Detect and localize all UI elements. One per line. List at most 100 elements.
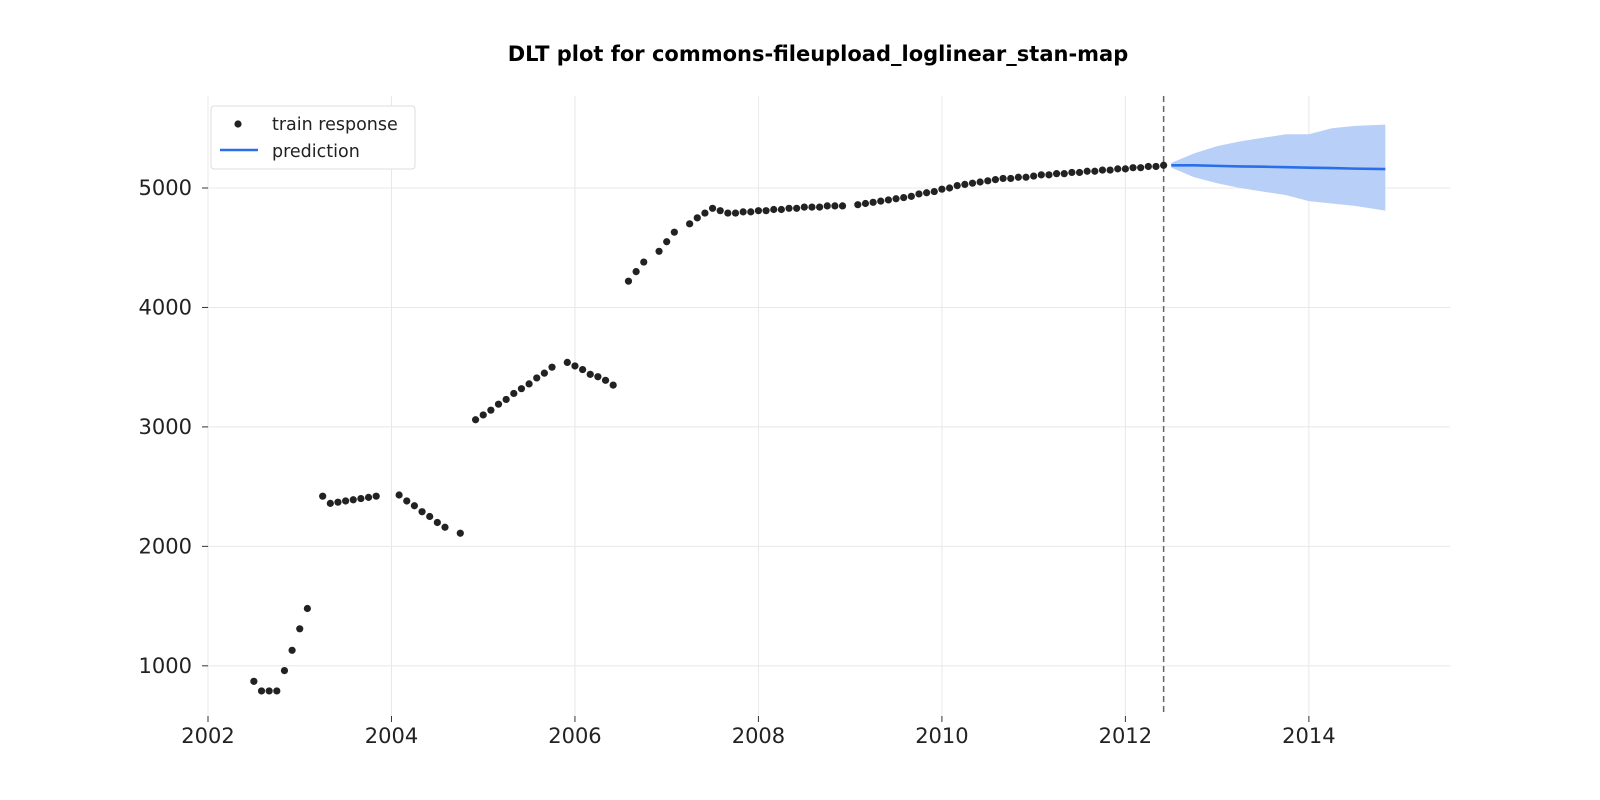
train-point xyxy=(1037,171,1045,179)
train-point xyxy=(1152,162,1160,171)
train-point xyxy=(984,177,992,185)
train-point xyxy=(892,195,900,203)
train-point xyxy=(731,209,740,217)
train-point xyxy=(586,370,594,378)
train-point xyxy=(1129,164,1137,172)
y-tick-label: 4000 xyxy=(139,295,192,319)
train-point xyxy=(907,192,915,200)
train-point xyxy=(838,202,847,210)
train-point xyxy=(815,203,824,211)
train-point xyxy=(930,187,938,196)
train-point xyxy=(800,203,808,211)
legend-prediction-label: prediction xyxy=(272,142,360,162)
prediction-line xyxy=(1171,163,1386,171)
train-point xyxy=(426,512,434,521)
train-point xyxy=(701,209,709,217)
y-tick-label: 3000 xyxy=(139,415,192,439)
train-point xyxy=(747,208,755,216)
train-point xyxy=(601,376,610,384)
train-point xyxy=(579,365,587,374)
train-point xyxy=(777,205,785,214)
legend: train response prediction xyxy=(210,105,416,170)
axes: 2002 2004 2006 2008 2010 2012 2014 1000 2000 3000… xyxy=(139,176,1336,748)
train-point xyxy=(1121,165,1129,173)
x-tick-label: 2006 xyxy=(548,724,601,748)
train-point xyxy=(342,497,350,505)
train-point xyxy=(785,204,793,212)
train-point xyxy=(471,416,480,424)
train-point xyxy=(808,203,816,211)
train-point xyxy=(410,502,419,510)
train-point xyxy=(900,193,908,202)
train-point xyxy=(357,494,365,503)
train-point xyxy=(831,202,839,210)
train-point xyxy=(770,205,778,214)
train-point xyxy=(693,214,701,222)
train-point xyxy=(319,492,327,500)
train-point xyxy=(372,492,380,500)
train-point xyxy=(1114,165,1122,173)
train-point xyxy=(364,493,373,501)
train-point xyxy=(923,189,931,197)
train-point xyxy=(938,185,946,193)
train-point xyxy=(303,604,311,613)
train-point xyxy=(349,496,357,504)
train-point xyxy=(334,498,342,506)
y-tick-label: 1000 xyxy=(139,654,192,678)
train-point xyxy=(884,196,893,204)
train-point xyxy=(510,389,518,398)
train-point xyxy=(441,523,449,531)
y-tick-label: 2000 xyxy=(139,534,192,558)
x-tick-label: 2002 xyxy=(181,724,234,748)
train-point xyxy=(257,687,266,695)
train-point xyxy=(624,277,633,285)
train-point xyxy=(716,207,724,215)
train-point xyxy=(686,220,694,228)
train-point xyxy=(548,363,556,371)
train-point xyxy=(670,228,678,236)
train-point xyxy=(571,362,579,370)
train-point xyxy=(1068,168,1076,177)
x-tick-label: 2010 xyxy=(915,724,968,748)
train-point xyxy=(915,190,923,198)
train-point xyxy=(1137,164,1145,172)
train-point xyxy=(1030,172,1038,180)
train-point xyxy=(640,258,648,266)
train-point xyxy=(708,204,717,212)
train-point xyxy=(288,646,296,654)
train-point xyxy=(724,209,732,217)
train-point xyxy=(273,687,281,695)
train-point xyxy=(563,358,571,366)
train-point xyxy=(739,208,747,216)
train-point xyxy=(265,687,273,695)
train-point xyxy=(1098,166,1107,174)
train-point xyxy=(456,529,464,537)
train-point xyxy=(968,179,977,187)
x-tick-label: 2014 xyxy=(1282,724,1335,748)
train-point xyxy=(877,197,885,205)
train-point xyxy=(433,518,441,527)
train-point xyxy=(326,499,334,507)
train-point xyxy=(655,247,663,255)
train-point xyxy=(1007,174,1015,183)
chart-title: DLT plot for commons-fileupload_loglinea… xyxy=(508,42,1129,66)
train-point xyxy=(861,199,870,208)
train-point xyxy=(1014,173,1022,181)
legend-train-label: train response xyxy=(272,115,398,135)
train-point xyxy=(945,184,954,192)
train-point xyxy=(296,625,304,633)
train-point xyxy=(762,207,770,215)
train-point xyxy=(991,176,1000,184)
train-point xyxy=(754,207,763,215)
x-tick-label: 2008 xyxy=(732,724,785,748)
train-point xyxy=(793,204,801,212)
train-point xyxy=(999,174,1007,183)
train-point xyxy=(1144,162,1152,171)
train-point xyxy=(487,406,495,414)
x-tick-label: 2004 xyxy=(365,724,418,748)
train-point xyxy=(1060,170,1068,178)
legend-train-marker xyxy=(234,120,242,128)
train-point xyxy=(1160,161,1168,169)
